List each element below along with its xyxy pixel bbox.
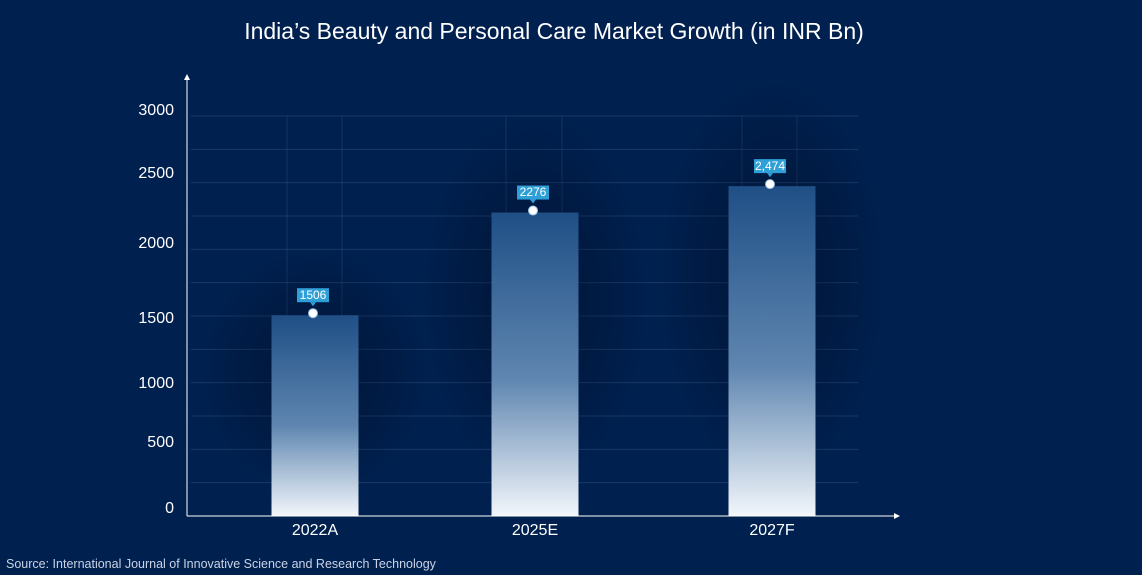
x-tick-label: 2022A (292, 522, 339, 539)
x-tick-label: 2027F (749, 522, 795, 539)
data-label-pointer (310, 302, 316, 307)
bar (491, 212, 579, 517)
data-point-marker (308, 308, 318, 319)
y-axis-arrow (184, 74, 190, 80)
data-point-marker (528, 205, 538, 216)
data-label-pointer (767, 173, 773, 178)
bars (271, 186, 816, 517)
bar (728, 186, 816, 516)
data-label-box (754, 159, 786, 174)
chart-title: India’s Beauty and Personal Care Market … (244, 18, 864, 44)
data-label: 1506 (300, 288, 327, 302)
source-note: Source: International Journal of Innovat… (6, 557, 436, 571)
x-axis-arrow (894, 513, 900, 519)
y-tick-label: 0 (165, 500, 174, 517)
data-label-pointer (530, 199, 536, 204)
data-label-box (517, 185, 549, 200)
labels: 2022A 1506 2025E 2276 2027F 2,474 (292, 159, 795, 539)
bar (271, 315, 359, 516)
y-tick-label: 500 (147, 434, 174, 451)
data-label-box (297, 288, 329, 303)
y-tick-label: 1000 (138, 375, 174, 392)
y-tick-label: 2500 (138, 165, 174, 182)
axes: 0 500 1000 1500 2000 2500 3000 (138, 74, 900, 519)
x-tick-label: 2025E (512, 522, 558, 539)
y-tick-label: 1500 (138, 310, 174, 327)
y-tick-label: 3000 (138, 102, 174, 119)
data-label: 2,474 (755, 159, 785, 173)
data-point-marker (765, 179, 775, 190)
y-tick-label: 2000 (138, 235, 174, 252)
data-label: 2276 (520, 185, 547, 199)
